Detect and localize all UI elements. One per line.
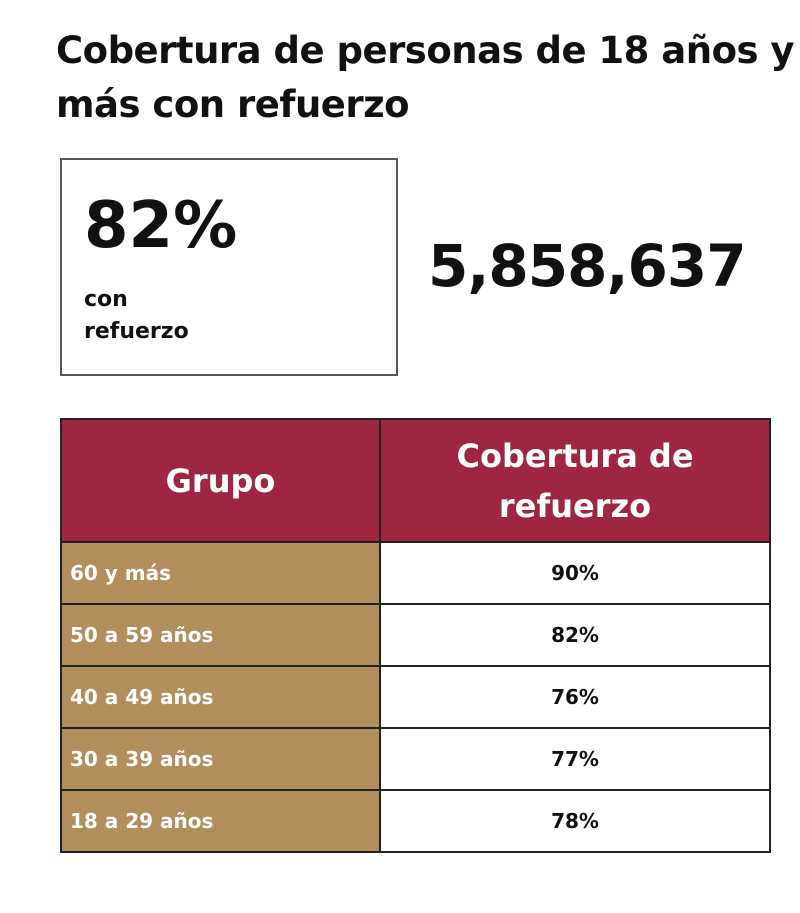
percent-box: 82% con refuerzo (60, 158, 398, 376)
value-cell: 82% (379, 603, 771, 667)
group-cell: 40 a 49 años (60, 665, 381, 729)
group-cell: 50 a 59 años (60, 603, 381, 667)
page-title: Cobertura de personas de 18 años y más c… (56, 29, 795, 126)
table-row: 30 a 39 años 77% (60, 727, 771, 791)
table-row: 18 a 29 años 78% (60, 789, 771, 853)
value-cell: 76% (379, 665, 771, 729)
value-cell: 90% (379, 541, 771, 605)
table-row: 50 a 59 años 82% (60, 603, 771, 667)
value-cell: 78% (379, 789, 771, 853)
group-cell: 18 a 29 años (60, 789, 381, 853)
header-group: Grupo (60, 418, 381, 543)
group-cell: 60 y más (60, 541, 381, 605)
table-row: 40 a 49 años 76% (60, 665, 771, 729)
coverage-percent-label: con refuerzo (84, 287, 189, 344)
coverage-percent: 82% (84, 189, 238, 263)
group-cell: 30 a 39 años (60, 727, 381, 791)
total-count: 5,858,637 (428, 232, 747, 300)
header-coverage: Cobertura de refuerzo (379, 418, 771, 543)
value-cell: 77% (379, 727, 771, 791)
coverage-table: Grupo Cobertura de refuerzo 60 y más 90% … (60, 418, 771, 853)
table-row: 60 y más 90% (60, 541, 771, 605)
